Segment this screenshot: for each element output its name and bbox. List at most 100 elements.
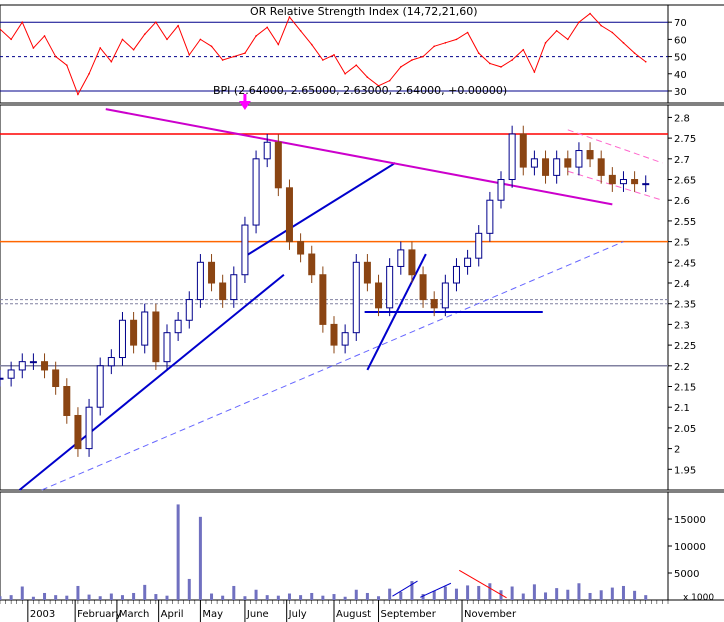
volume-bar [76,585,80,600]
volume-bar [54,595,58,600]
volume-bar [443,586,447,600]
volume-tick-label: 15000 [674,515,706,526]
rsi-point [444,42,447,44]
rsi-point [188,54,191,56]
trendline [41,241,624,491]
price-tick-label: 2.2 [674,362,690,373]
candle-body [497,179,505,201]
rsi-point [143,33,146,36]
volume-bar [354,589,358,600]
volume-bar [31,596,35,600]
volume-bar [566,589,570,600]
rsi-point [477,52,480,54]
rsi-point [88,72,90,75]
rsi-point [633,52,636,54]
candle-body [575,150,583,168]
volume-bar [621,585,625,600]
volume-bar [510,586,514,600]
candle-body [0,377,4,380]
volume-bar [343,596,347,600]
volume-bar [109,593,113,600]
rsi-point [611,31,614,34]
volume-bar [454,588,458,600]
rsi-point [166,38,168,41]
price-tick-label: 2.8 [674,113,690,124]
price-tick-label: 2.4 [674,279,690,290]
rsi-tick-label: 30 [674,87,687,98]
candle-body [341,332,349,346]
trendline [567,129,663,164]
volume-annotation-line [392,580,418,597]
volume-bar [365,592,369,600]
rsi-point [555,29,558,32]
date-tick-label: June [246,609,269,620]
rsi-point [21,21,24,23]
price-tick-label: 2.25 [674,341,696,352]
volume-bar [466,585,470,600]
rsi-title: OR Relative Strength Index (14,72,21,60) [250,5,478,18]
rsi-point [589,12,591,15]
price-tick-label: 2.15 [674,383,696,394]
candle-body [18,361,26,371]
rsi-point [32,47,35,49]
price-tick-label: 2.45 [674,258,696,269]
chart-titles: OR Relative Strength Index (14,72,21,60)… [213,5,714,603]
candle-body [96,365,104,408]
rsi-point [177,24,179,27]
candle-body [408,249,416,276]
volume-bar [421,594,425,600]
volume-bar [243,596,247,600]
price-tick-label: 1.95 [674,465,696,476]
volume-bar [633,590,637,600]
rsi-point [500,66,502,68]
volume-annotation-line [420,582,452,598]
candle-body [508,133,516,181]
rsi-point [622,42,625,44]
rsi-point [355,64,358,66]
candle-body [553,158,561,176]
candle-body [642,183,650,186]
candle-body [441,282,449,309]
candle-body [7,369,15,379]
candle-body [486,199,494,234]
rsi-point [511,59,513,61]
price-tick-label: 2.7 [674,155,690,166]
volume-panel: 5000 10000 15000 [0,491,724,601]
date-tick-label: September [381,609,437,620]
candle-body [130,319,138,346]
rsi-point [221,59,224,61]
rsi-point [422,55,424,58]
price-tick-label: 2 [674,445,680,456]
rsi-point [310,43,313,46]
rsi-point [322,59,324,61]
price-title: BPI (2.64000, 2.65000, 2.63000, 2.64000,… [213,84,507,97]
candle-body [85,406,93,450]
date-tick-label: November [464,609,517,620]
rsi-point [233,55,235,58]
rsi-tick-label: 70 [674,18,687,29]
volume-bar [287,593,291,600]
volume-tick-label: 5000 [674,569,699,580]
volume-bar [265,595,269,600]
rsi-point [54,55,57,58]
rsi-point [155,21,157,23]
candle-body [219,282,227,301]
candle-body [163,332,171,363]
trendline [18,273,285,491]
date-tick-label: April [161,609,184,620]
rsi-point [567,38,569,41]
candle-body [430,299,438,309]
volume-bar [410,581,414,600]
rsi-point [99,47,101,49]
rsi-point [433,45,436,48]
candle-body [141,311,149,346]
rsi-point [466,31,469,34]
candle-body [419,274,427,301]
candle-body [29,361,37,364]
rsi-point [244,52,246,54]
candle-body [386,265,394,309]
candle-body [375,282,383,309]
candle-body [475,232,483,259]
candle-body [241,224,249,276]
volume-bar [120,595,124,600]
